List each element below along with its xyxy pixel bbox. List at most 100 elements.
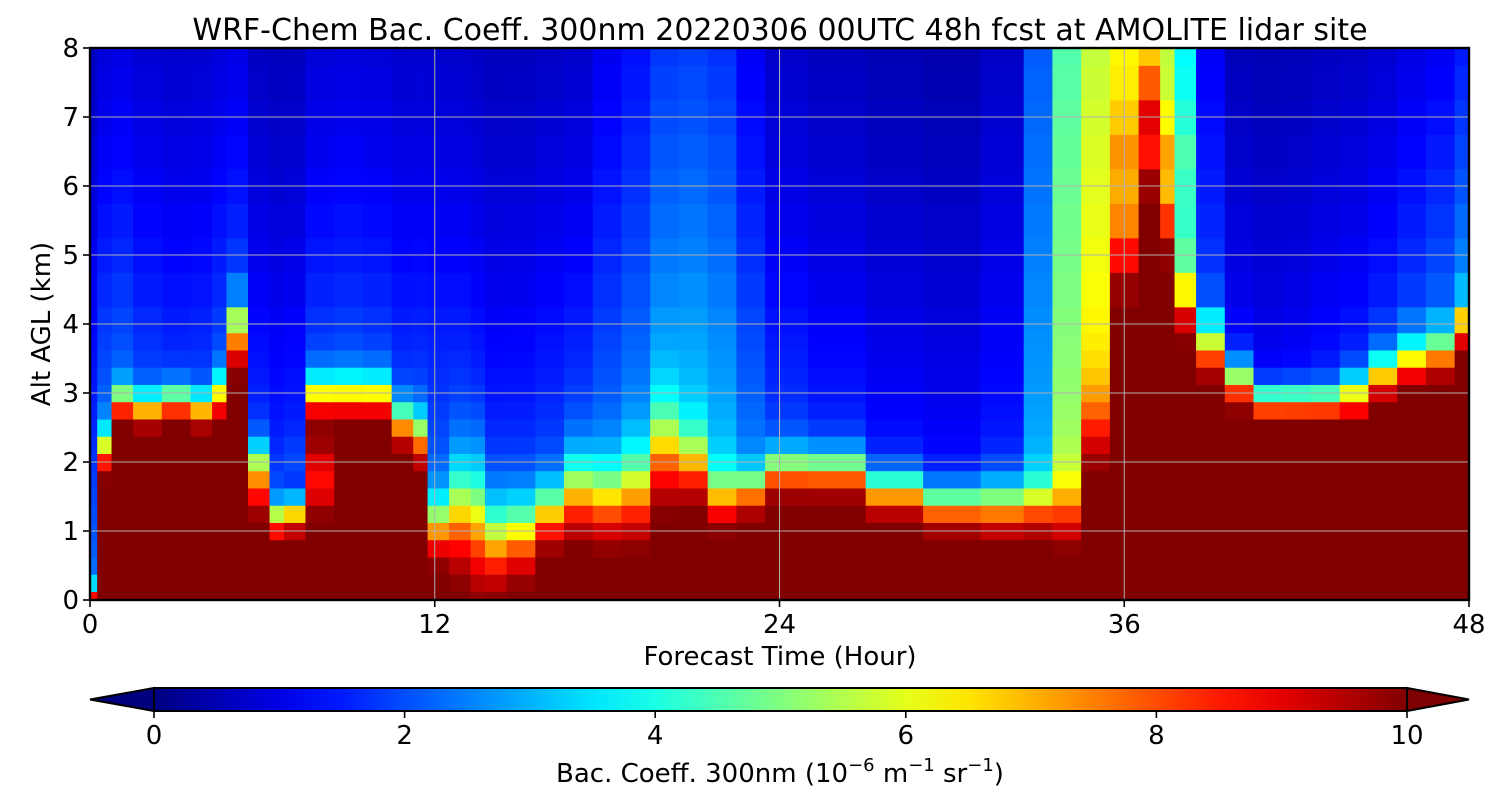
heatmap-cell: [226, 539, 249, 558]
heatmap-cell: [678, 272, 709, 308]
heatmap-cell: [427, 203, 450, 239]
heatmap-cell: [97, 418, 113, 437]
heatmap-cell: [1023, 418, 1054, 437]
heatmap-cell: [621, 505, 651, 523]
heatmap-cell: [1339, 436, 1370, 454]
heatmap-cell: [111, 470, 134, 489]
heatmap-cell: [980, 203, 1025, 239]
heatmap-cell: [1425, 48, 1456, 66]
heatmap-cell: [485, 574, 508, 592]
heatmap-cell: [1160, 487, 1176, 506]
heatmap-cell: [506, 418, 536, 437]
heatmap-cell: [212, 505, 228, 523]
heatmap-cell: [226, 203, 249, 239]
heatmap-cell: [305, 505, 335, 523]
heatmap-cell: [212, 48, 228, 66]
heatmap-cell: [621, 556, 651, 575]
heatmap-cell: [1160, 134, 1176, 170]
heatmap-cell: [133, 203, 163, 239]
heatmap-cell: [707, 306, 738, 334]
heatmap-cell: [1138, 306, 1161, 334]
heatmap-cell: [1282, 306, 1312, 334]
heatmap-cell: [1253, 349, 1283, 368]
heatmap-cell: [1196, 134, 1226, 170]
heatmap-cell: [1397, 574, 1427, 592]
heatmap-cell: [470, 574, 486, 592]
heatmap-cell: [980, 539, 1025, 558]
heatmap-cell: [449, 306, 472, 334]
heatmap-cell: [413, 134, 429, 170]
heatmap-cell: [413, 65, 429, 101]
heatmap-cell: [391, 418, 414, 437]
heatmap-cell: [1023, 203, 1054, 239]
heatmap-cell: [1160, 470, 1176, 489]
heatmap-cell: [506, 436, 536, 454]
heatmap-cell: [97, 306, 113, 334]
heatmap-cell: [535, 306, 565, 334]
heatmap-cell: [1160, 505, 1176, 523]
heatmap-cell: [923, 65, 982, 101]
heatmap-cell: [923, 556, 982, 575]
heatmap-cell: [111, 306, 134, 334]
heatmap-cell: [1023, 349, 1054, 368]
heatmap-cell: [808, 349, 867, 368]
heatmap-cell: [1339, 349, 1370, 368]
heatmap-cell: [305, 272, 335, 308]
heatmap-cell: [678, 591, 709, 600]
heatmap-cell: [1196, 556, 1226, 575]
heatmap-cell: [1454, 556, 1469, 575]
colorbar-label-exp3: −1: [967, 755, 994, 776]
heatmap-cell: [865, 367, 924, 385]
heatmap-cell: [1454, 539, 1469, 558]
heatmap-cell: [736, 539, 766, 558]
heatmap-cell: [362, 306, 393, 334]
heatmap-cell: [1282, 470, 1312, 489]
heatmap-cell: [226, 574, 249, 592]
heatmap-cell: [1160, 436, 1176, 454]
heatmap-cell: [707, 505, 738, 523]
heatmap-cell: [161, 203, 192, 239]
heatmap-cell: [226, 272, 249, 308]
heatmap-cell: [535, 556, 565, 575]
heatmap-cell: [190, 203, 213, 239]
heatmap-cell: [1397, 591, 1427, 600]
heatmap-cell: [1282, 332, 1312, 351]
heatmap-cell: [923, 505, 982, 523]
heatmap-cell: [923, 349, 982, 368]
heatmap-cell: [736, 418, 766, 437]
heatmap-cell: [111, 134, 134, 170]
heatmap-cell: [1081, 401, 1111, 420]
heatmap-cell: [449, 332, 472, 351]
heatmap-cell: [90, 65, 98, 101]
heatmap-cell: [362, 272, 393, 308]
heatmap-cell: [1397, 470, 1427, 489]
heatmap-cell: [413, 349, 429, 368]
heatmap-cell: [248, 349, 271, 368]
heatmap-cell: [1310, 539, 1341, 558]
heatmap-cell: [923, 539, 982, 558]
heatmap-cell: [470, 556, 486, 575]
heatmap-cell: [133, 591, 163, 600]
heatmap-cell: [535, 487, 565, 506]
heatmap-cell: [1138, 65, 1161, 101]
heatmap-cell: [865, 272, 924, 308]
heatmap-cell: [865, 65, 924, 101]
heatmap-cell: [470, 349, 486, 368]
heatmap-cell: [678, 48, 709, 66]
heatmap-cell: [212, 203, 228, 239]
heatmap-cell: [97, 487, 113, 506]
heatmap-cell: [391, 65, 414, 101]
heatmap-cell: [1174, 418, 1197, 437]
heatmap-cell: [564, 539, 594, 558]
heatmap-cell: [1052, 272, 1082, 308]
heatmap-cell: [226, 487, 249, 506]
heatmap-cell: [427, 505, 450, 523]
heatmap-cell: [1454, 349, 1469, 368]
heatmap-cell: [470, 505, 486, 523]
heatmap-cell: [1339, 591, 1370, 600]
heatmap-cell: [449, 203, 472, 239]
y-tick-label: 8: [62, 34, 79, 64]
heatmap-cell: [1081, 203, 1111, 239]
heatmap-cell: [1081, 272, 1111, 308]
heatmap-cell: [449, 401, 472, 420]
